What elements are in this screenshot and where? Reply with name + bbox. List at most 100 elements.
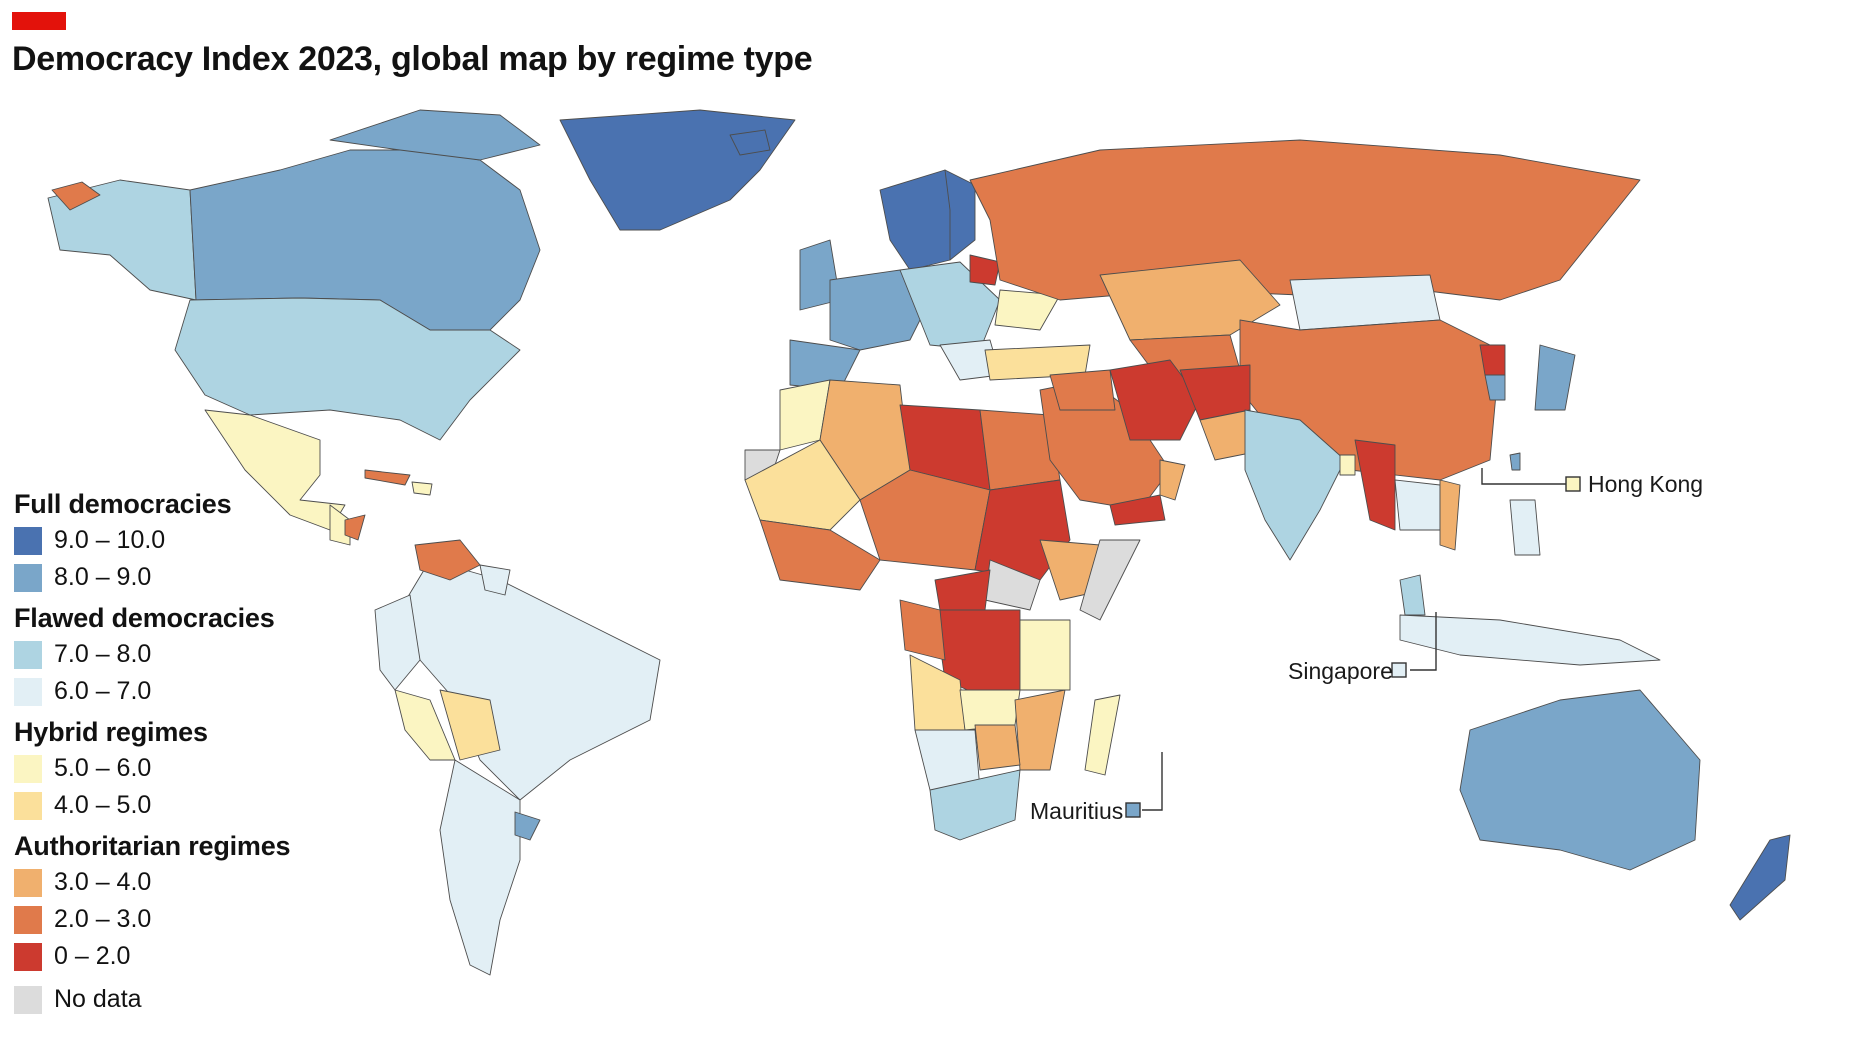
- region-myanmar: [1354, 439, 1396, 531]
- region-haiti-dr: [411, 481, 433, 496]
- legend-group-title: Flawed democracies: [14, 603, 275, 633]
- legend-group-hybrid-regimes: Hybrid regimes 5.0 – 6.0 4.0 – 5.0: [14, 714, 314, 824]
- legend-item: 4.0 – 5.0: [14, 787, 314, 824]
- legend-swatch: [14, 905, 42, 934]
- region-japan: [1534, 344, 1576, 411]
- legend: Full democracies 9.0 – 10.0 8.0 – 9.0 Fl…: [14, 482, 314, 1018]
- region-usa: [174, 297, 521, 441]
- region-syria-iraq: [1049, 369, 1116, 411]
- region-oman: [1159, 459, 1186, 501]
- region-australia: [1459, 689, 1701, 871]
- region-gabon-congo: [899, 599, 946, 661]
- legend-group-flawed-democracies: Flawed democracies 7.0 – 8.0 6.0 – 7.0: [14, 600, 314, 710]
- legend-label: 2.0 – 3.0: [54, 905, 152, 933]
- legend-item-no-data: No data: [14, 981, 314, 1018]
- legend-item: 2.0 – 3.0: [14, 901, 314, 938]
- legend-item: 0 – 2.0: [14, 938, 314, 975]
- legend-swatch: [14, 985, 42, 1014]
- region-taiwan: [1509, 452, 1521, 471]
- legend-label: 5.0 – 6.0: [54, 754, 152, 782]
- legend-item: 9.0 – 10.0: [14, 522, 314, 559]
- legend-item: 5.0 – 6.0: [14, 750, 314, 787]
- region-finland: [944, 169, 976, 261]
- legend-label: No data: [54, 985, 142, 1013]
- hong-kong-label: Hong Kong: [1588, 471, 1703, 497]
- north-america: [47, 109, 796, 546]
- region-new-zealand: [1729, 834, 1791, 921]
- region-philippines: [1509, 499, 1541, 556]
- legend-item: 3.0 – 4.0: [14, 864, 314, 901]
- callout-singapore: Singapore: [1288, 612, 1437, 684]
- legend-item: 6.0 – 7.0: [14, 673, 314, 710]
- region-iran: [1109, 359, 1201, 441]
- region-arctic-islands: [329, 109, 541, 161]
- legend-group-authoritarian-regimes: Authoritarian regimes 3.0 – 4.0 2.0 – 3.…: [14, 828, 314, 975]
- region-indonesia: [1399, 614, 1661, 666]
- region-car: [934, 569, 991, 611]
- region-honduras: [344, 514, 366, 541]
- region-india: [1244, 409, 1346, 561]
- region-mozambique: [1014, 689, 1066, 771]
- legend-swatch: [14, 677, 42, 706]
- region-bangladesh: [1339, 454, 1356, 476]
- map-title: Democracy Index 2023, global map by regi…: [12, 40, 813, 78]
- legend-swatch: [14, 754, 42, 783]
- south-america: [374, 539, 661, 976]
- asia: [969, 139, 1661, 666]
- region-belarus: [969, 254, 1001, 286]
- region-argentina-chile: [439, 759, 521, 976]
- callout-hong-kong: Hong Kong: [1481, 468, 1703, 497]
- region-mauritania-mali: [744, 439, 861, 531]
- region-colombia-ecuador: [374, 594, 421, 691]
- legend-group-full-democracies: Full democracies 9.0 – 10.0 8.0 – 9.0: [14, 486, 314, 596]
- region-south-africa: [929, 769, 1021, 841]
- region-vietnam: [1439, 479, 1461, 551]
- region-uruguay: [514, 811, 541, 841]
- legend-item: 8.0 – 9.0: [14, 559, 314, 596]
- legend-label: 9.0 – 10.0: [54, 526, 166, 554]
- region-peru: [394, 689, 456, 761]
- region-cuba: [364, 469, 411, 486]
- legend-group-title: Full democracies: [14, 489, 232, 519]
- legend-label: 8.0 – 9.0: [54, 563, 152, 591]
- legend-label: 3.0 – 4.0: [54, 868, 152, 896]
- africa: [744, 379, 1141, 841]
- region-malaysia: [1399, 574, 1426, 616]
- region-venezuela: [414, 539, 481, 581]
- hong-kong-swatch: [1565, 476, 1581, 492]
- legend-swatch: [14, 942, 42, 971]
- legend-swatch: [14, 526, 42, 555]
- legend-swatch: [14, 640, 42, 669]
- legend-swatch: [14, 791, 42, 820]
- legend-group-title: Authoritarian regimes: [14, 831, 291, 861]
- region-madagascar: [1084, 694, 1121, 776]
- region-greenland: [559, 109, 796, 231]
- legend-label: 4.0 – 5.0: [54, 791, 152, 819]
- region-thailand-cambodia: [1394, 479, 1441, 531]
- legend-label: 6.0 – 7.0: [54, 677, 152, 705]
- region-yemen: [1109, 494, 1166, 526]
- region-guyana: [479, 564, 511, 596]
- region-south-korea: [1484, 374, 1506, 401]
- europe: [729, 129, 1091, 391]
- region-zimbabwe: [974, 724, 1021, 771]
- region-bolivia: [439, 689, 501, 761]
- legend-item: 7.0 – 8.0: [14, 636, 314, 673]
- region-alaska-tip: [51, 181, 101, 211]
- callout-mauritius: Mauritius: [1030, 752, 1163, 824]
- singapore-swatch: [1391, 662, 1407, 678]
- brand-accent-bar: [12, 12, 66, 30]
- mauritius-label: Mauritius: [1030, 798, 1123, 824]
- legend-label: 0 – 2.0: [54, 942, 131, 970]
- legend-label: 7.0 – 8.0: [54, 640, 152, 668]
- legend-swatch: [14, 563, 42, 592]
- region-west-africa: [759, 519, 881, 591]
- legend-group-title: Hybrid regimes: [14, 717, 208, 747]
- region-kazakhstan: [1099, 259, 1281, 341]
- legend-swatch: [14, 868, 42, 897]
- oceania: [1459, 689, 1791, 921]
- region-alaska: [47, 179, 197, 301]
- region-brazil: [399, 559, 661, 801]
- region-kenya-tanzania: [1019, 619, 1071, 691]
